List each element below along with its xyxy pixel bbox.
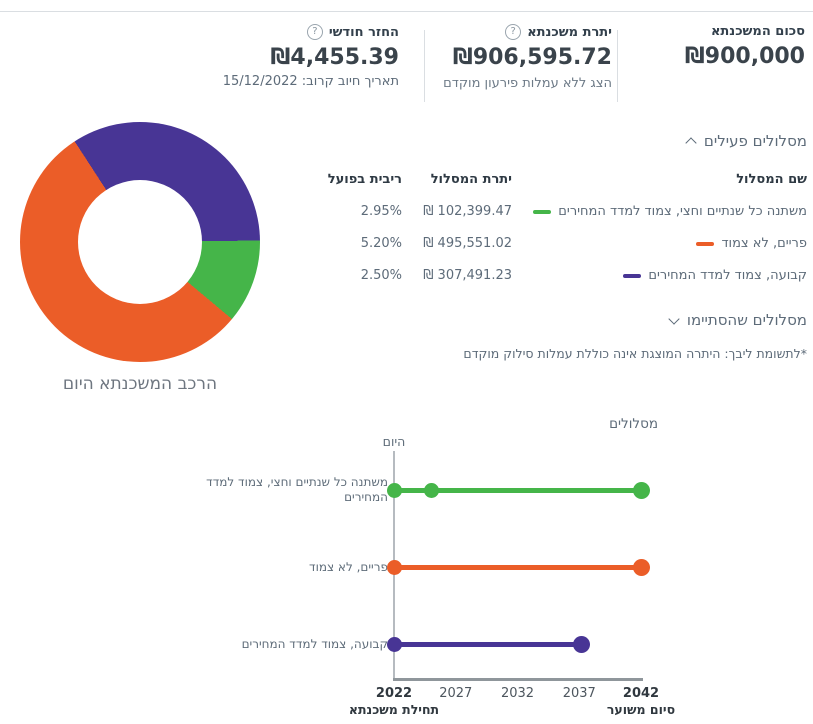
card-title: סכום המשכנתא <box>710 24 805 39</box>
donut-hole <box>78 180 202 304</box>
card-divider <box>617 30 618 102</box>
timeline-series-line <box>394 564 641 570</box>
track-rate: 2.50% <box>360 268 402 283</box>
track-color-marker <box>696 241 715 246</box>
timeline-marker-dot <box>632 481 650 499</box>
finished-tracks-accordion-header[interactable]: מסלולים שהסתיימו <box>327 311 807 329</box>
card-mortgage-amount: סכום המשכנתא ₪900,000 <box>620 24 805 69</box>
tracks-panel: מסלולים פעילים שם המסלול יתרת המסלול ריב… <box>327 132 807 361</box>
chevron-up-icon <box>685 136 697 149</box>
timeline-marker-dot <box>386 636 402 652</box>
card-mortgage-balance: יתרת משכנתא ? ₪906,595.72 הצג ללא עמלות … <box>412 24 612 91</box>
mortgage-balance-value: ₪906,595.72 <box>452 45 612 70</box>
track-name: קבועה, צמוד למדד המחירים <box>512 268 807 283</box>
track-name: פריים, לא צמוד <box>512 236 807 251</box>
track-name: משתנה כל שנתיים וחצי, צמוד למדד המחירים <box>512 204 807 219</box>
finished-tracks-header-label: מסלולים שהסתיימו <box>686 311 807 329</box>
card-title: החזר חודשי <box>328 24 399 40</box>
timeline-marker-dot <box>386 559 402 575</box>
x-axis-tick: 2037 <box>562 686 596 701</box>
mortgage-composition-donut-chart <box>20 122 260 362</box>
card-monthly-payment: החזר חודשי ? ₪4,455.39 תאריך חיוב קרוב: … <box>169 24 399 89</box>
donut-chart-title: הרכב המשכנתא היום <box>62 374 218 394</box>
timeline-series-line <box>394 641 582 647</box>
x-axis-tick: 2042 <box>622 686 660 701</box>
show-without-fees-link[interactable]: הצג ללא עמלות פירעון מוקדם <box>443 76 612 91</box>
track-color-marker <box>623 273 642 278</box>
timeline-marker-dot <box>632 558 650 576</box>
timeline-plot-area <box>386 410 813 724</box>
track-balance: ₪ 102,399.47 <box>423 204 512 219</box>
next-billing-date: תאריך חיוב קרוב: 15/12/2022 <box>222 74 399 89</box>
top-divider <box>0 11 813 12</box>
card-title: יתרת משכנתא <box>527 24 612 40</box>
help-icon[interactable]: ? <box>505 24 522 40</box>
column-header-name: שם המסלול <box>736 172 807 187</box>
timeline-series-label: קבועה, צמוד למדד המחירים <box>241 637 388 651</box>
x-axis-tick: 2032 <box>500 686 535 701</box>
column-header-balance: יתרת המסלול <box>430 172 512 187</box>
mortgage-amount-value: ₪900,000 <box>684 44 805 69</box>
timeline-marker-dot <box>573 635 591 653</box>
active-tracks-table: שם המסלול יתרת המסלול ריבית בפועל משתנה … <box>327 172 807 283</box>
chevron-down-icon <box>668 312 680 325</box>
x-axis-line <box>393 678 643 681</box>
track-balance: ₪ 495,551.02 <box>423 236 512 251</box>
timeline-chart-title: מסלולים <box>609 416 658 432</box>
x-axis-tick: 2027 <box>439 686 473 701</box>
track-rate: 5.20% <box>360 236 402 251</box>
today-label: היום <box>382 434 406 449</box>
monthly-payment-value: ₪4,455.39 <box>270 45 399 70</box>
card-divider <box>424 30 425 102</box>
track-balance: ₪ 307,491.23 <box>423 268 512 283</box>
timeline-series-label: משתנה כל שנתיים וחצי, צמוד למדד המחירים <box>206 475 388 504</box>
timeline-marker-dot <box>423 482 439 498</box>
timeline-series-label: פריים, לא צמוד <box>309 560 388 574</box>
active-tracks-header-label: מסלולים פעילים <box>703 132 807 150</box>
track-rate: 2.95% <box>360 204 402 219</box>
x-axis-tick: 2022 <box>375 686 413 701</box>
help-icon[interactable]: ? <box>306 24 323 40</box>
timeline-series-line <box>394 487 641 493</box>
track-color-marker <box>533 209 552 214</box>
column-header-rate: ריבית בפועל <box>327 172 402 187</box>
tracks-timeline-chart: מסלולים היום משתנה כל שנתיים וחצי, צמוד … <box>0 410 813 724</box>
timeline-marker-dot <box>386 482 402 498</box>
mortgage-start-axis-label: תחילת משכנתא <box>348 702 440 717</box>
estimated-end-axis-label: סיום משוער <box>606 702 676 717</box>
balance-disclaimer-note: *לתשומת ליבך: היתרה המוצגת אינה כוללת עמ… <box>463 346 807 361</box>
active-tracks-accordion-header[interactable]: מסלולים פעילים <box>327 132 807 150</box>
